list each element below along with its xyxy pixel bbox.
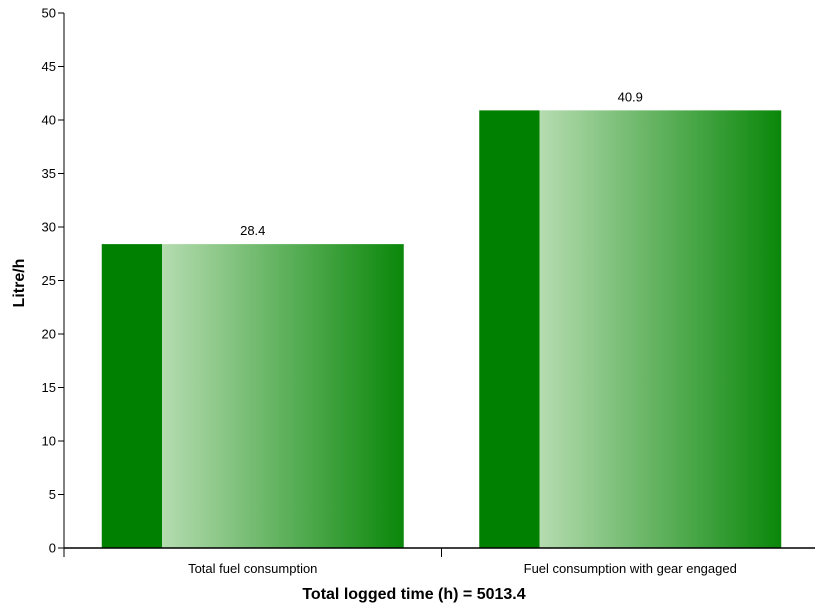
y-tick-label: 5 [49, 487, 56, 502]
y-tick-label: 15 [42, 380, 56, 395]
y-tick-label: 45 [42, 59, 56, 74]
y-tick-label: 50 [42, 6, 56, 21]
y-tick-label: 0 [49, 541, 56, 556]
x-category-label: Fuel consumption with gear engaged [524, 561, 737, 576]
y-tick-label: 25 [42, 273, 56, 288]
data-label: 28.4 [240, 223, 265, 238]
data-label: 40.9 [618, 89, 643, 104]
x-axis: Total fuel consumption Fuel consumption w… [63, 547, 815, 576]
y-axis: 0 5 10 15 20 25 30 35 40 45 50 [42, 6, 65, 556]
y-tick-label: 10 [42, 434, 56, 449]
x-axis-title: Total logged time (h) = 5013.4 [302, 586, 525, 603]
bars-group: 28.4 40.9 [101, 89, 782, 549]
y-tick-label: 40 [42, 113, 56, 128]
bar [479, 110, 782, 549]
y-tick-label: 20 [42, 327, 56, 342]
x-category-label: Total fuel consumption [188, 561, 317, 576]
y-tick-label: 30 [42, 220, 56, 235]
y-axis-title: Litre/h [11, 259, 28, 308]
bar [101, 244, 404, 548]
y-tick-label: 35 [42, 166, 56, 181]
